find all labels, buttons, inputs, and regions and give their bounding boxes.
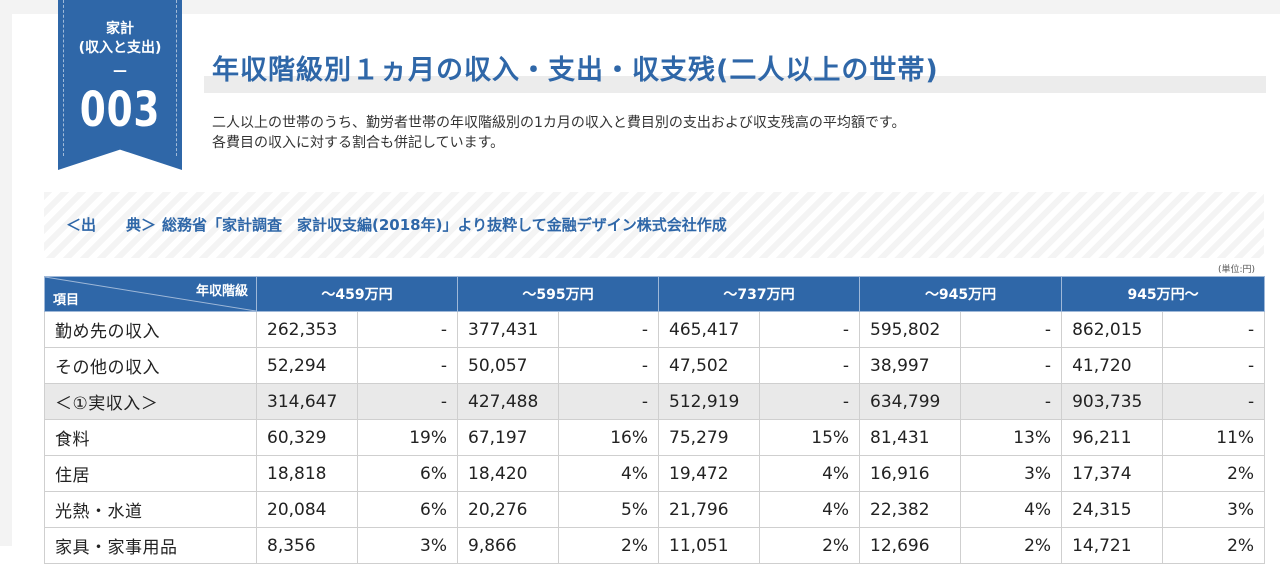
description-line: 各費目の収入に対する割合も併記しています。 — [212, 135, 505, 151]
ratio-cell: 19% — [356, 419, 459, 456]
ratio-cell: 11% — [1162, 419, 1266, 456]
amount-cell: 60,329 — [256, 419, 358, 456]
table-row: 住居 18,818 6% 18,420 4% 19,472 4% 16,916 3% 17,374… — [44, 455, 1266, 492]
amount-cell: 75,279 — [658, 419, 761, 456]
ratio-cell: - — [759, 383, 861, 420]
ratio-cell: - — [356, 383, 459, 420]
source-label: ＜出 典＞ — [66, 216, 157, 234]
amount-cell: 67,197 — [457, 419, 560, 456]
column-header: ～737万円 — [658, 276, 861, 312]
amount-cell: 595,802 — [859, 311, 962, 348]
source-note: ＜出 典＞ 総務省「家計調査 家計収支編(2018年)」より抜粋して金融デザイン株… — [66, 214, 727, 235]
amount-cell: 18,818 — [256, 455, 358, 492]
ratio-cell: 3% — [1162, 491, 1266, 528]
amount-cell: 512,919 — [658, 383, 761, 420]
row-label: その他の収入 — [44, 347, 257, 384]
ratio-cell: - — [1162, 311, 1266, 348]
unit-label: (単位:円) — [1218, 265, 1256, 275]
badge-number: 003 — [79, 82, 161, 138]
amount-cell: 903,735 — [1061, 383, 1164, 420]
amount-cell: 22,382 — [859, 491, 962, 528]
column-header: 945万円～ — [1061, 276, 1266, 312]
amount-cell: 41,720 — [1061, 347, 1164, 384]
ratio-cell: - — [759, 347, 861, 384]
amount-cell: 21,796 — [658, 491, 761, 528]
ratio-cell: 16% — [558, 419, 660, 456]
amount-cell: 17,374 — [1061, 455, 1164, 492]
ratio-cell: 5% — [558, 491, 660, 528]
amount-cell: 81,431 — [859, 419, 962, 456]
amount-cell: 427,488 — [457, 383, 560, 420]
page-title: 年収階級別１ヵ月の収入・支出・収支残(二人以上の世帯) — [212, 55, 939, 86]
amount-cell: 20,084 — [256, 491, 358, 528]
row-label: 食料 — [44, 419, 257, 456]
table-row: 光熱・水道 20,084 6% 20,276 5% 21,796 4% 22,382 4% 24,… — [44, 491, 1266, 528]
description-line: 二人以上の世帯のうち、勤労者世帯の年収階級別の1カ月の収入と費目別の支出および収… — [212, 115, 906, 131]
table-row: ＜①実収入＞ 314,647-427,488-512,919-634,799-90… — [44, 383, 1266, 420]
badge-dash: — — [113, 63, 127, 79]
column-header: ～945万円 — [859, 276, 1063, 312]
ratio-cell: 15% — [759, 419, 861, 456]
source-text: 総務省「家計調査 家計収支編(2018年)」より抜粋して金融デザイン株式会社作成 — [162, 216, 727, 234]
amount-cell: 465,417 — [658, 311, 761, 348]
ratio-cell: - — [356, 311, 459, 348]
description: 二人以上の世帯のうち、勤労者世帯の年収階級別の1カ月の収入と費目別の支出および収… — [212, 113, 906, 153]
ratio-cell: - — [558, 383, 660, 420]
table-row: その他の収入 52,294-50,057-47,502-38,997-41,720… — [44, 347, 1266, 384]
amount-cell: 52,294 — [256, 347, 358, 384]
ratio-cell: 13% — [960, 419, 1063, 456]
ratio-cell: 3% — [960, 455, 1063, 492]
diagonal-line — [45, 277, 256, 311]
amount-cell: 24,315 — [1061, 491, 1164, 528]
income-expense-table: 年収階級 項目 ～459万円 ～595万円 ～737万円 ～945万円 945万… — [44, 276, 1266, 564]
column-header: ～459万円 — [255, 276, 459, 312]
row-label: 光熱・水道 — [44, 491, 257, 528]
row-label: ＜①実収入＞ — [44, 383, 257, 420]
table-row: 食料 60,329 19% 67,197 16% 75,279 15% 81,431 13% 96… — [44, 419, 1266, 456]
amount-cell: 314,647 — [256, 383, 358, 420]
row-label: 勤め先の収入 — [44, 311, 257, 348]
ratio-cell: - — [960, 383, 1063, 420]
corner-header: 年収階級 項目 — [44, 276, 257, 312]
title-underline — [204, 76, 1266, 93]
amount-cell: 50,057 — [457, 347, 560, 384]
amount-cell: 16,916 — [859, 455, 962, 492]
ratio-cell: 4% — [960, 491, 1063, 528]
ratio-cell: 6% — [356, 455, 459, 492]
ratio-cell: - — [759, 311, 861, 348]
ratio-cell: 2% — [1162, 455, 1266, 492]
table-row: 勤め先の収入 262,353-377,431-465,417-595,802-86… — [44, 311, 1266, 348]
ratio-cell: - — [1162, 383, 1266, 420]
corner-bottom-label: 項目 — [53, 293, 80, 308]
ratio-cell: - — [960, 347, 1063, 384]
badge-category: 家計 (収入と支出) — [78, 21, 162, 56]
column-header: ～595万円 — [457, 276, 660, 312]
amount-cell: 96,211 — [1061, 419, 1164, 456]
ratio-cell: - — [960, 311, 1063, 348]
ratio-cell: - — [1162, 347, 1266, 384]
ratio-cell: 6% — [356, 491, 459, 528]
amount-cell: 20,276 — [457, 491, 560, 528]
amount-cell: 38,997 — [859, 347, 962, 384]
ratio-cell: 4% — [759, 491, 861, 528]
ratio-cell: 4% — [759, 455, 861, 492]
source-band — [44, 192, 1264, 258]
section-badge: 家計 (収入と支出) — 003 — [58, 0, 182, 170]
amount-cell: 47,502 — [658, 347, 761, 384]
corner-top-label: 年収階級 — [195, 284, 248, 299]
row-label: 住居 — [44, 455, 257, 492]
ratio-cell: 4% — [558, 455, 660, 492]
amount-cell: 862,015 — [1061, 311, 1164, 348]
ratio-cell: - — [356, 347, 459, 384]
amount-cell: 18,420 — [457, 455, 560, 492]
amount-cell: 262,353 — [256, 311, 358, 348]
amount-cell: 19,472 — [658, 455, 761, 492]
ratio-cell: - — [558, 347, 660, 384]
amount-cell: 377,431 — [457, 311, 560, 348]
table-header-row: 年収階級 項目 ～459万円 ～595万円 ～737万円 ～945万円 945万… — [44, 276, 1266, 312]
ratio-cell: - — [558, 311, 660, 348]
amount-cell: 634,799 — [859, 383, 962, 420]
